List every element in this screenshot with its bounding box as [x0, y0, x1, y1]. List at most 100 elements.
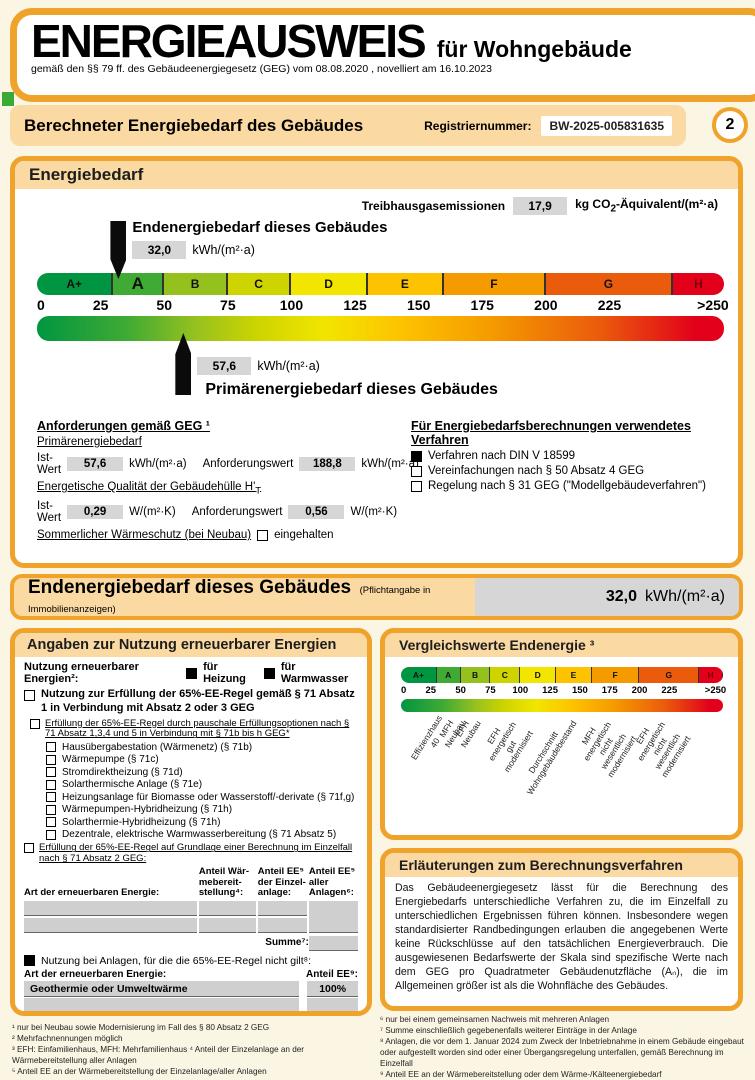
footnote-3-4: ³ EFH: Einfamilienhaus, MFH: Mehrfamilie…: [12, 1045, 305, 1066]
tick-100: 100: [279, 297, 304, 313]
cmp-tick-125: 125: [542, 685, 559, 696]
comparison-scale: A+ A B C D E F G H 0 25 50 75 100 125 15…: [401, 667, 726, 830]
end-demand-unit: kWh/(m²·a): [192, 243, 255, 257]
option-5-checkbox[interactable]: [46, 792, 56, 803]
table1-rows: [24, 899, 358, 933]
cmp-segment-a: A: [436, 667, 461, 683]
tick-0: 0: [37, 297, 45, 313]
option-6-label: Wärmepumpen-Hybridheizung (§ 71h): [62, 804, 233, 816]
registration-number: BW-2025-005831635: [541, 115, 672, 136]
primary-ist-unit: kWh/(m²·a): [129, 458, 187, 470]
hotwater-checkbox[interactable]: [263, 667, 275, 679]
comparison-heading: Vergleichswerte Endenergie ³: [385, 633, 738, 657]
not-applicable-checkbox[interactable]: [24, 955, 35, 966]
table2-col1-header: Art der erneuerbaren Energie:: [24, 968, 167, 980]
renewables-table-2: Art der erneuerbaren Energie: Anteil EE⁹…: [24, 968, 358, 1017]
cmp-segment-aplus: A+: [401, 667, 437, 683]
rule65-checkbox[interactable]: [24, 690, 35, 701]
ist-label: Ist-Wert: [37, 452, 62, 476]
requirements-area: Anforderungen gemäß GEG ¹ Primärenergieb…: [15, 417, 738, 546]
pauschal-checkbox[interactable]: [30, 718, 40, 729]
class-segment-a: A: [113, 273, 165, 295]
marker-efh-modernisiert: EFH energetisch gut modernisiert: [484, 719, 535, 774]
option-8-checkbox[interactable]: [46, 829, 56, 840]
table2-r1-name: Geothermie oder Umweltwärme: [24, 980, 300, 997]
envelope-ist-unit: W/(m²·K): [129, 506, 176, 519]
table1-summe-field[interactable]: [308, 935, 358, 951]
cmp-segment-f: F: [591, 667, 640, 683]
comparison-class-band: A+ A B C D E F G H: [401, 667, 723, 683]
table2-r2-name-field[interactable]: [24, 997, 300, 1011]
primary-demand-heading: Primärenergiebedarf: [37, 436, 142, 448]
einzelfall-checkbox[interactable]: [24, 843, 34, 854]
envelope-ist-row: Ist-Wert 0,29 W/(m²·K) Anforderungswert …: [37, 500, 397, 524]
comparison-gradient-bar: [401, 699, 723, 712]
table2-summe-value: 100%: [307, 1016, 358, 1017]
table2-summe-row: Summe⁷: 100%: [24, 1016, 358, 1017]
cmp-segment-e: E: [556, 667, 592, 683]
tick-250plus: >250: [697, 297, 729, 313]
footnote-1: ¹ nur bei Neubau sowie Modernisierung im…: [12, 1023, 270, 1032]
footnotes-right: ⁶ nur bei einem gemeinsamen Nachweis mit…: [380, 1014, 748, 1080]
option-hausuebergabestation: Hausübergabestation (Wärmenetz) (§ 71b): [46, 742, 358, 753]
option-3-checkbox[interactable]: [46, 767, 56, 778]
marker-durchschnitt: Durchschnitt Wohngebäudebestand: [524, 718, 578, 797]
marker-mfh-nicht-modernisiert: MFH energetisch nicht wesentlich moderni…: [579, 719, 639, 780]
table1-r1c3-field[interactable]: [257, 900, 307, 916]
footnote-9: ⁹ Anteil EE an der Wärmebereitstellung o…: [380, 1070, 662, 1080]
method-vereinfachungen-checkbox[interactable]: [411, 466, 422, 477]
end-demand-banner: Endenergiebedarf dieses Gebäudes (Pflich…: [10, 574, 743, 620]
marker-efh-nicht-modernisiert: EFH energetisch nicht wesentlich moderni…: [633, 719, 693, 780]
cmp-tick-225: 225: [661, 685, 678, 696]
cmp-segment-c: C: [490, 667, 521, 683]
option-1-checkbox[interactable]: [46, 742, 56, 753]
calculation-method-column: Für Energiebedarfsberechnungen verwendet…: [411, 419, 728, 546]
section-bar: Berechneter Energiebedarf des Gebäudes R…: [10, 105, 686, 146]
option-4-checkbox[interactable]: [46, 779, 56, 790]
option-7-checkbox[interactable]: [46, 817, 56, 828]
option-2-checkbox[interactable]: [46, 754, 56, 765]
explanations-heading: Erläuterungen zum Berechnungsverfahren: [385, 853, 738, 877]
energiebedarf-heading: Energiebedarf: [15, 161, 738, 189]
option-6-checkbox[interactable]: [46, 804, 56, 815]
table1-r2c1-field[interactable]: [24, 917, 197, 933]
tick-50: 50: [156, 297, 173, 313]
table1-r2c3-field[interactable]: [257, 917, 307, 933]
envelope-req-unit: W/(m²·K): [350, 506, 398, 519]
cmp-segment-g: G: [639, 667, 700, 683]
table2-r2-value-field[interactable]: [307, 997, 358, 1011]
cmp-segment-d: D: [520, 667, 557, 683]
table1-r1c1-field[interactable]: [24, 900, 197, 916]
method-din18599-checkbox[interactable]: [411, 451, 422, 462]
class-segment-aplus: A+: [37, 273, 114, 295]
table1-r1c2-field[interactable]: [198, 900, 256, 916]
document-header: ENERGIEAUSWEIS für Wohngebäude gemäß den…: [10, 8, 755, 102]
end-demand-value-row: 32,0 kWh/(m²·a): [132, 241, 255, 259]
table1-col4-field[interactable]: [308, 900, 358, 933]
scale-ticks: 0 25 50 75 100 125 150 175 200 225 >250: [37, 295, 729, 316]
option-7-label: Solarthermie-Hybridheizung (§ 71h): [62, 816, 221, 828]
primary-req-unit: kWh/(m²·a): [361, 458, 419, 470]
table2-col2-header: Anteil EE⁹:: [306, 968, 358, 980]
footnotes-left: ¹ nur bei Neubau sowie Modernisierung im…: [12, 1022, 370, 1077]
end-demand-value: 32,0: [132, 241, 187, 259]
table1-r2c2-field[interactable]: [198, 917, 256, 933]
summer-protection-checkbox[interactable]: [257, 529, 269, 541]
green-page-marker: [2, 92, 14, 106]
end-demand-label: Endenergiebedarf dieses Gebäudes: [132, 219, 388, 236]
header-title-row: ENERGIEAUSWEIS für Wohngebäude: [31, 17, 750, 66]
option-5-label: Heizungsanlage für Biomasse oder Wassers…: [62, 791, 355, 803]
usage-label: Nutzung erneuerbarer Energien²:: [24, 661, 139, 685]
footnote-2: ² Mehrfachnennungen möglich: [12, 1034, 123, 1044]
primary-ist-value: 57,6: [67, 457, 124, 471]
not-applicable-label: Nutzung bei Anlagen, für die die 65%-EE-…: [41, 954, 312, 967]
envelope-req-value: 0,56: [288, 505, 345, 520]
gradient-scale-bar: [37, 316, 724, 341]
primary-demand-unit: kWh/(m²·a): [257, 359, 320, 373]
law-reference-line: gemäß den §§ 79 ff. des Gebäudeenergiege…: [31, 63, 492, 76]
table1-summe-label: Summe⁷:: [265, 936, 309, 948]
table1-col3-header: Anteil EE⁵ der Einzel- anlage:: [257, 866, 306, 899]
table1-header-row: Art der erneuerbaren Energie: Anteil Wär…: [24, 866, 358, 899]
heating-checkbox[interactable]: [186, 667, 198, 679]
method-modellgebaeude-checkbox[interactable]: [411, 481, 422, 492]
